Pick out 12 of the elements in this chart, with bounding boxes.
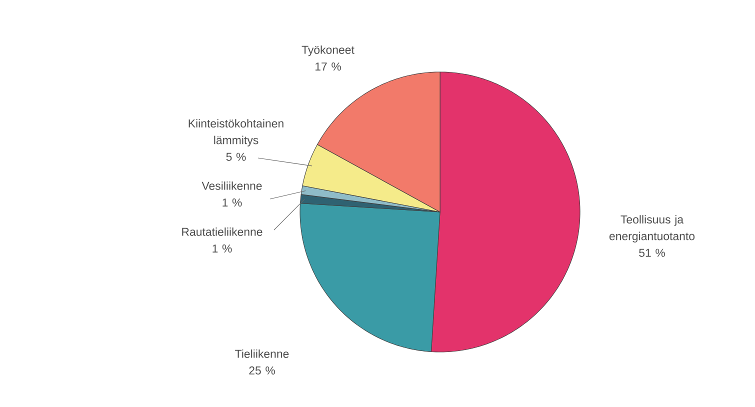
slice-label: Työkoneet — [302, 45, 354, 56]
slice-label: Kiinteistökohtainen lämmitys — [188, 119, 284, 146]
slice-label: Teollisuus ja energiantuotanto — [609, 215, 695, 242]
slice-label: Rautatieliikenne — [182, 227, 262, 236]
data-label: 5 % — [226, 152, 246, 161]
slice-label: Tieliikenne — [235, 349, 289, 358]
data-label: 25 % — [249, 366, 275, 375]
data-label: 17 % — [316, 62, 341, 71]
data-label: 1 % — [212, 244, 232, 253]
data-label: 51 % — [639, 248, 665, 257]
slice-label: Vesiliikenne — [202, 181, 262, 190]
data-label: 1 % — [222, 198, 242, 207]
